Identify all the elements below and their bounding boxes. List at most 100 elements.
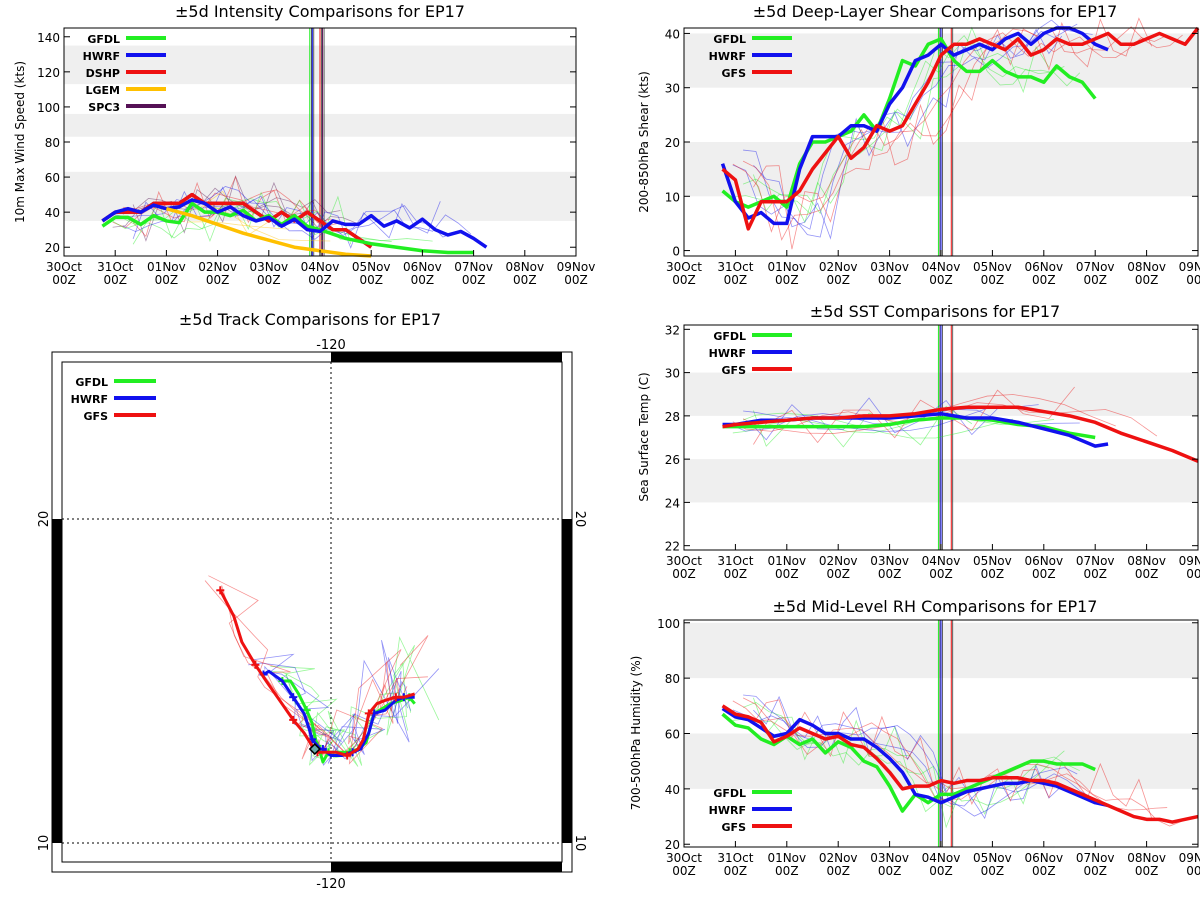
rh-xtick-hour-6: 00Z [981,864,1005,878]
intensity-xtick-day-2: 01Nov [147,260,186,274]
sst-xtick-hour-10: 00Z [1186,567,1200,581]
rh-series-hwrf [721,707,1109,808]
shear-legend-label-gfdl: GFDL [713,33,746,46]
sst-gfdl-ensemble-3 [753,405,973,448]
intensity-xtick-day-5: 04Nov [301,260,340,274]
intensity-xtick-hour-2: 00Z [155,273,179,287]
shear-xtick-day-6: 05Nov [973,260,1012,274]
sst-xtick-day-2: 01Nov [767,554,806,568]
sst-hwrf-ensemble-3 [753,397,998,441]
sst-xtick-hour-3: 00Z [826,567,850,581]
sst-gfdl-ensemble-1 [732,415,1055,434]
shear-legend-label-hwrf: HWRF [709,50,746,63]
rh-xtick-hour-5: 00Z [929,864,953,878]
rh-gfdl-ensemble-2 [742,701,1065,806]
shear-series-gfdl [721,37,1097,209]
shear-hwrf-ensemble-1 [732,29,1093,230]
shear-xtick-day-5: 04Nov [922,260,961,274]
sst-legend-label-gfdl: GFDL [713,330,746,343]
intensity-xtick-hour-3: 00Z [206,273,230,287]
shear-y-label: 200-850hPa Shear (kts) [637,71,651,213]
shear-xtick-day-9: 08Nov [1127,260,1166,274]
intensity-series [101,175,488,258]
sst-series [722,386,1199,463]
track-legend-label-gfs: GFS [84,410,109,423]
rh-legend: GFDL HWRF GFS [709,787,792,834]
sst-x-ticks: 30Oct00Z31Oct00Z01Nov00Z02Nov00Z03Nov00Z… [666,544,1200,581]
shear-xtick-hour-8: 00Z [1083,273,1107,287]
rh-hwrf-ensemble-2 [743,694,1078,817]
intensity-xtick-day-7: 06Nov [403,260,442,274]
sst-xtick-day-8: 07Nov [1076,554,1115,568]
intensity-vlines [309,28,325,256]
rh-legend-label-gfdl: GFDL [713,787,746,800]
track-gfdl-marker [302,706,311,715]
shear-legend: GFDL HWRF GFS [709,33,792,80]
rh-ytick-label-0: 20 [665,838,680,852]
sst-legend: GFDL HWRF GFS [709,330,792,377]
intensity-xtick-hour-0: 00Z [52,273,76,287]
rh-xtick-day-1: 31Oct [717,851,753,865]
shear-series-hwrf [720,26,1109,226]
shear-xtick-day-7: 06Nov [1024,260,1063,274]
intensity-ytick-label-6: 140 [37,31,60,45]
rh-xtick-hour-8: 00Z [1083,864,1107,878]
track-gfs-marker [251,660,260,669]
rh-xtick-day-7: 06Nov [1024,851,1063,865]
intensity-x-ticks: 30Oct00Z31Oct00Z01Nov00Z02Nov00Z03Nov00Z… [46,250,595,287]
sst-panel: ±5d SST Comparisons for EP17 22 24 26 28 30 3… [637,302,1200,581]
sst-xtick-hour-9: 00Z [1135,567,1159,581]
intensity-hwrf-ensemble-3 [132,186,441,249]
rh-xtick-hour-3: 00Z [826,864,850,878]
shear-xtick-day-0: 30Oct [666,260,702,274]
shear-xtick-hour-7: 00Z [1032,273,1056,287]
sst-xtick-day-6: 05Nov [973,554,1012,568]
intensity-title: ±5d Intensity Comparisons for EP17 [175,2,465,21]
rh-ytick-label-1: 40 [665,783,680,797]
rh-legend-label-gfs: GFS [722,821,747,834]
sst-ytick-label-0: 22 [665,540,680,554]
rh-xtick-hour-0: 00Z [672,864,696,878]
track-gfdl-ensemble-2 [267,662,409,766]
rh-xtick-day-10: 09Nov [1179,851,1200,865]
rh-x-ticks: 30Oct00Z31Oct00Z01Nov00Z02Nov00Z03Nov00Z… [666,841,1200,878]
track-gfs-marker [289,715,298,724]
track-legend-label-gfdl: GFDL [75,376,108,389]
rh-xtick-day-4: 03Nov [870,851,909,865]
intensity-xtick-day-9: 08Nov [505,260,544,274]
shear-xtick-hour-6: 00Z [981,273,1005,287]
shear-xtick-hour-10: 00Z [1186,273,1200,287]
track-border-right-segment [562,519,572,843]
intensity-gfdl-ensemble-1 [112,204,433,242]
shear-xtick-hour-2: 00Z [775,273,799,287]
rh-xtick-day-0: 30Oct [666,851,702,865]
shear-xtick-day-4: 03Nov [870,260,909,274]
intensity-spc3-ensemble-2 [122,197,341,217]
intensity-xtick-hour-5: 00Z [308,273,332,287]
sst-xtick-hour-4: 00Z [878,567,902,581]
intensity-xtick-day-10: 09Nov [557,260,596,274]
shear-series-gfs [721,26,1200,231]
sst-legend-label-hwrf: HWRF [709,347,746,360]
track-title: ±5d Track Comparisons for EP17 [179,310,441,329]
rh-xtick-hour-4: 00Z [878,864,902,878]
shear-xtick-day-1: 31Oct [717,260,753,274]
track-inner-frame [61,361,563,863]
shear-series [720,17,1200,250]
sst-gfs-ensemble-3 [753,386,1075,445]
rh-gfs-ensemble-2 [742,697,1168,811]
intensity-xtick-hour-1: 00Z [103,273,127,287]
sst-xtick-day-3: 02Nov [819,554,858,568]
intensity-legend-label-lgem: LGEM [86,84,121,97]
sst-xtick-day-4: 03Nov [870,554,909,568]
sst-xtick-hour-0: 00Z [672,567,696,581]
intensity-ytick-label-2: 60 [45,171,60,185]
rh-series [721,694,1199,829]
track-hwrf-marker [289,693,298,702]
track-gfs-marker [364,709,373,718]
intensity-ytick-label-3: 80 [45,136,60,150]
sst-xtick-day-7: 06Nov [1024,554,1063,568]
rh-xtick-hour-1: 00Z [724,864,748,878]
track-series-gfs [218,589,416,758]
rh-xtick-hour-7: 00Z [1032,864,1056,878]
